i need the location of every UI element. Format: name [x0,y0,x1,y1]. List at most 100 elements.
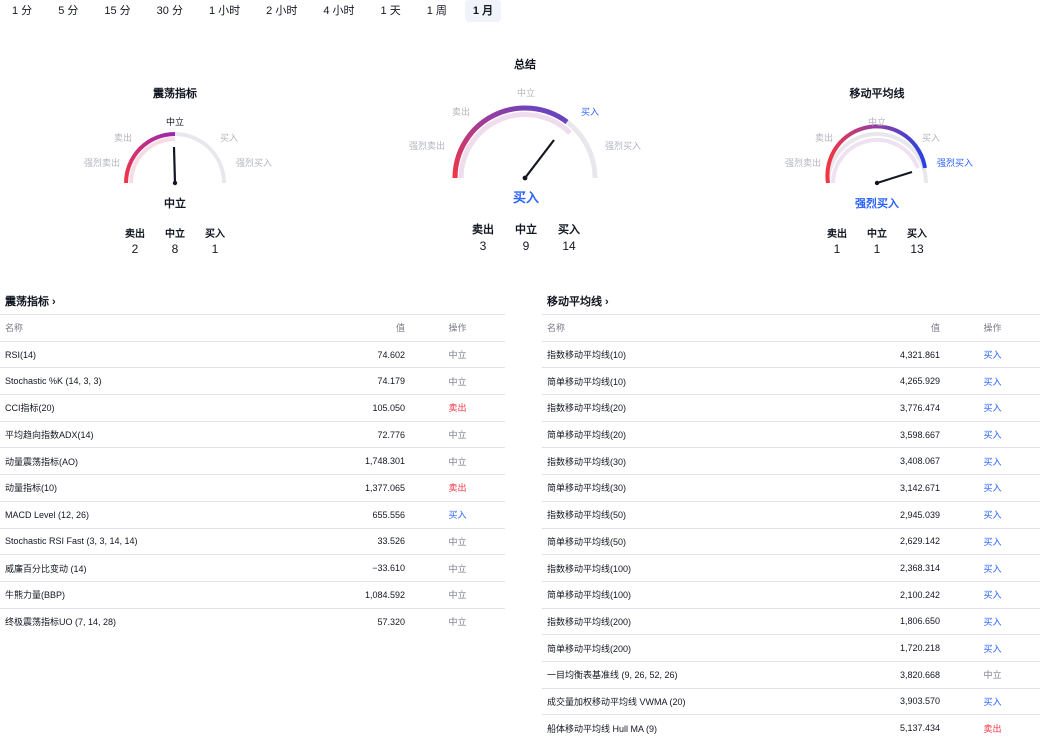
indicator-value: 3,598.667 [825,420,945,448]
needle [876,171,913,184]
count-neutral: 中立 9 [515,224,537,253]
table-row: 指数移动平均线(10) 4,321.861 买入 [542,340,1040,368]
indicator-value: 3,903.570 [825,687,945,715]
ma-gauge-arc [825,124,928,186]
moving-averages-section: 移动平均线 › 名称 值 操作 指数移动平均线(10) 4,321.861 买入 简单… [542,290,1040,737]
indicator-name: RSI(14) [0,340,290,368]
tab-1w[interactable]: 1 周 [426,5,447,17]
header-action: 操作 [945,314,1040,342]
indicator-value: 57.320 [290,607,410,635]
indicator-name: 简单移动平均线(100) [542,580,825,609]
indicator-action: 买入 [945,420,1040,448]
tab-4h[interactable]: 4 小时 [323,5,355,17]
count-neutral: 中立 1 [867,229,887,256]
table-row: MACD Level (12, 26) 655.556 买入 [0,500,505,528]
tab-1d[interactable]: 1 天 [380,5,401,17]
indicator-action: 买入 [945,607,1040,635]
tab-1mo[interactable]: 1 月 [464,0,502,22]
table-row: 简单移动平均线(100) 2,100.242 买入 [542,580,1040,609]
ma-result: 强烈买入 [855,198,899,210]
table-row: 平均趋向指数ADX(14) 72.776 中立 [0,420,505,448]
indicator-value: 74.602 [290,340,410,368]
indicator-value: 33.526 [290,527,410,555]
indicator-value: 2,629.142 [825,527,945,555]
tab-1m[interactable]: 1 分 [12,5,33,17]
indicator-value: 3,408.067 [825,447,945,475]
indicator-action: 中立 [410,580,505,609]
tab-2h[interactable]: 2 小时 [266,5,298,17]
indicator-name: 指数移动平均线(200) [542,607,825,635]
oscillators-gauge-title: 震荡指标 [153,88,197,100]
indicator-name: 指数移动平均线(10) [542,340,825,368]
indicator-value: 3,820.668 [825,660,945,689]
summary-counts: 卖出 3 中立 9 买入 14 [462,221,591,253]
indicator-action: 买入 [945,474,1040,502]
summary-gauge-title: 总结 [514,59,536,71]
indicator-value: 1,806.650 [825,607,945,635]
table-row: Stochastic RSI Fast (3, 3, 14, 14) 33.526… [0,527,505,555]
header-value: 值 [825,314,945,342]
tab-5m[interactable]: 5 分 [58,5,79,17]
table-row: CCI指标(20) 105.050 卖出 [0,394,505,422]
label-strong-buy: 强烈买入 [937,158,974,168]
count-buy: 买入 14 [558,224,580,253]
indicator-name: CCI指标(20) [0,394,290,422]
label-neutral: 中立 [867,117,887,127]
indicator-action: 买入 [945,687,1040,715]
indicator-name: 动量指标(10) [0,474,290,502]
indicator-name: 终极震荡指标UO (7, 14, 28) [0,607,290,635]
label-sell: 卖出 [452,107,471,117]
label-strong-sell: 强烈卖出 [409,141,446,151]
table-row: 指数移动平均线(30) 3,408.067 买入 [542,447,1040,475]
indicator-value: 105.050 [290,394,410,422]
label-sell: 卖出 [114,133,133,143]
label-strong-sell: 强烈卖出 [785,158,822,168]
ma-section-link[interactable]: 移动平均线 › [542,290,1040,314]
oscillators-section-title: 震荡指标 [5,296,49,308]
indicator-action: 中立 [410,340,505,368]
indicator-name: 简单移动平均线(30) [542,474,825,502]
indicator-name: Stochastic RSI Fast (3, 3, 14, 14) [0,527,290,555]
count-neutral: 中立 8 [165,229,185,256]
table-row: 简单移动平均线(50) 2,629.142 买入 [542,527,1040,555]
indicator-name: 成交量加权移动平均线 VWMA (20) [542,687,825,715]
chevron-right-icon: › [52,296,56,308]
indicator-action: 中立 [945,660,1040,689]
count-buy: 买入 13 [907,229,927,256]
indicator-action: 卖出 [410,394,505,422]
label-strong-sell: 强烈卖出 [84,158,121,168]
tab-30m[interactable]: 30 分 [156,5,183,17]
indicator-name: Stochastic %K (14, 3, 3) [0,367,290,395]
indicator-value: 2,100.242 [825,580,945,609]
table-row: 指数移动平均线(20) 3,776.474 买入 [542,394,1040,422]
label-sell: 卖出 [815,133,834,143]
table-row: 威廉百分比变动 (14) −33.610 中立 [0,554,505,582]
tab-15m[interactable]: 15 分 [104,5,131,17]
table-row: 船体移动平均线 Hull MA (9) 5,137.434 卖出 [542,714,1040,737]
indicator-value: −33.610 [290,554,410,582]
header-name: 名称 [0,314,290,342]
table-row: Stochastic %K (14, 3, 3) 74.179 中立 [0,367,505,395]
label-strong-buy: 强烈买入 [236,158,273,168]
indicator-name: 牛熊力量(BBP) [0,580,290,609]
indicator-action: 买入 [945,340,1040,368]
indicator-action: 中立 [410,420,505,448]
tab-1h[interactable]: 1 小时 [208,5,241,17]
indicator-action: 买入 [945,447,1040,475]
oscillators-counts: 卖出 2 中立 8 买入 1 [115,225,235,256]
header-name: 名称 [542,314,825,342]
count-sell: 卖出 2 [125,229,145,256]
table-row: 简单移动平均线(10) 4,265.929 买入 [542,367,1040,395]
indicator-action: 中立 [410,447,505,475]
indicator-action: 中立 [410,367,505,395]
oscillators-result: 中立 [164,198,186,210]
needle [172,146,177,184]
oscillators-section-link[interactable]: 震荡指标 › [0,290,505,314]
ma-counts: 卖出 1 中立 1 买入 13 [817,225,937,256]
indicator-value: 74.179 [290,367,410,395]
indicator-name: 指数移动平均线(100) [542,554,825,582]
indicator-value: 4,265.929 [825,367,945,395]
header-value: 值 [290,314,410,342]
indicator-value: 1,377.065 [290,474,410,502]
label-neutral: 中立 [165,117,185,127]
